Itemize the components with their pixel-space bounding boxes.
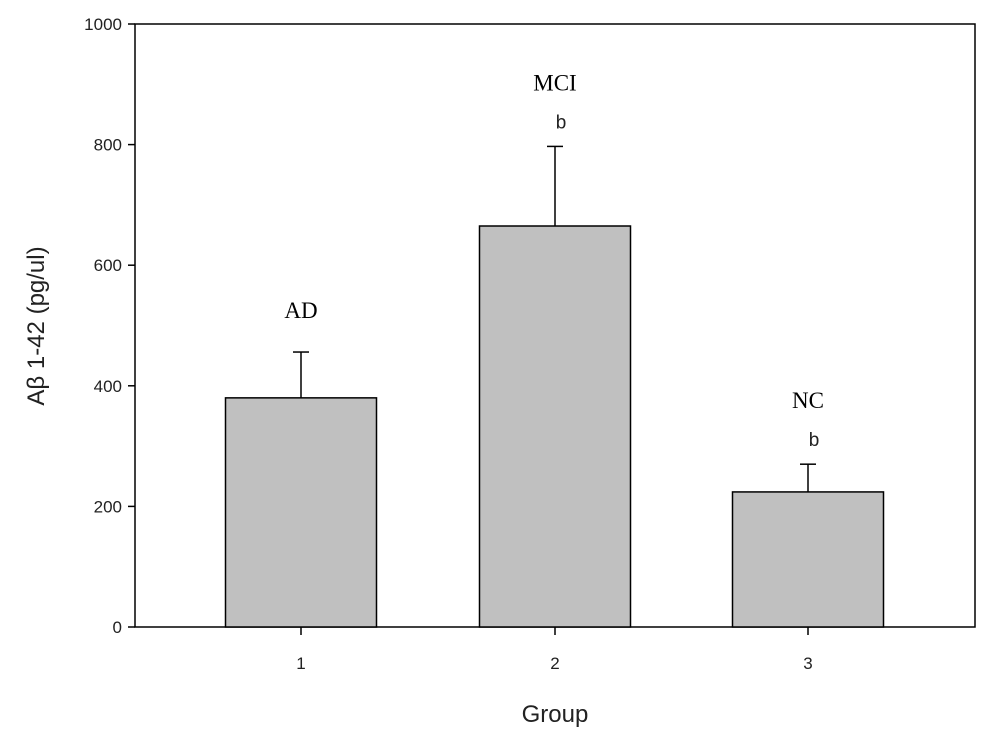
- y-tick-label: 600: [94, 256, 122, 275]
- group-label: AD: [284, 298, 317, 323]
- bar: [224, 397, 378, 628]
- y-tick-label: 200: [94, 497, 122, 516]
- group-label: NC: [792, 388, 824, 413]
- x-axis-title: Group: [522, 701, 589, 728]
- significance-label: b: [556, 112, 567, 133]
- y-tick-label: 0: [113, 618, 122, 637]
- y-tick-label: 1000: [84, 15, 122, 34]
- y-axis-title: Aβ 1-42 (pg/ul): [23, 246, 50, 405]
- group-label: MCI: [533, 70, 576, 95]
- x-tick-label: 3: [803, 654, 812, 673]
- x-tick-label: 2: [550, 654, 559, 673]
- significance-label: b: [809, 430, 820, 451]
- bar: [478, 225, 632, 628]
- y-tick-label: 400: [94, 377, 122, 396]
- y-tick-label: 800: [94, 136, 122, 155]
- x-tick-label: 1: [296, 654, 305, 673]
- bar: [731, 491, 885, 628]
